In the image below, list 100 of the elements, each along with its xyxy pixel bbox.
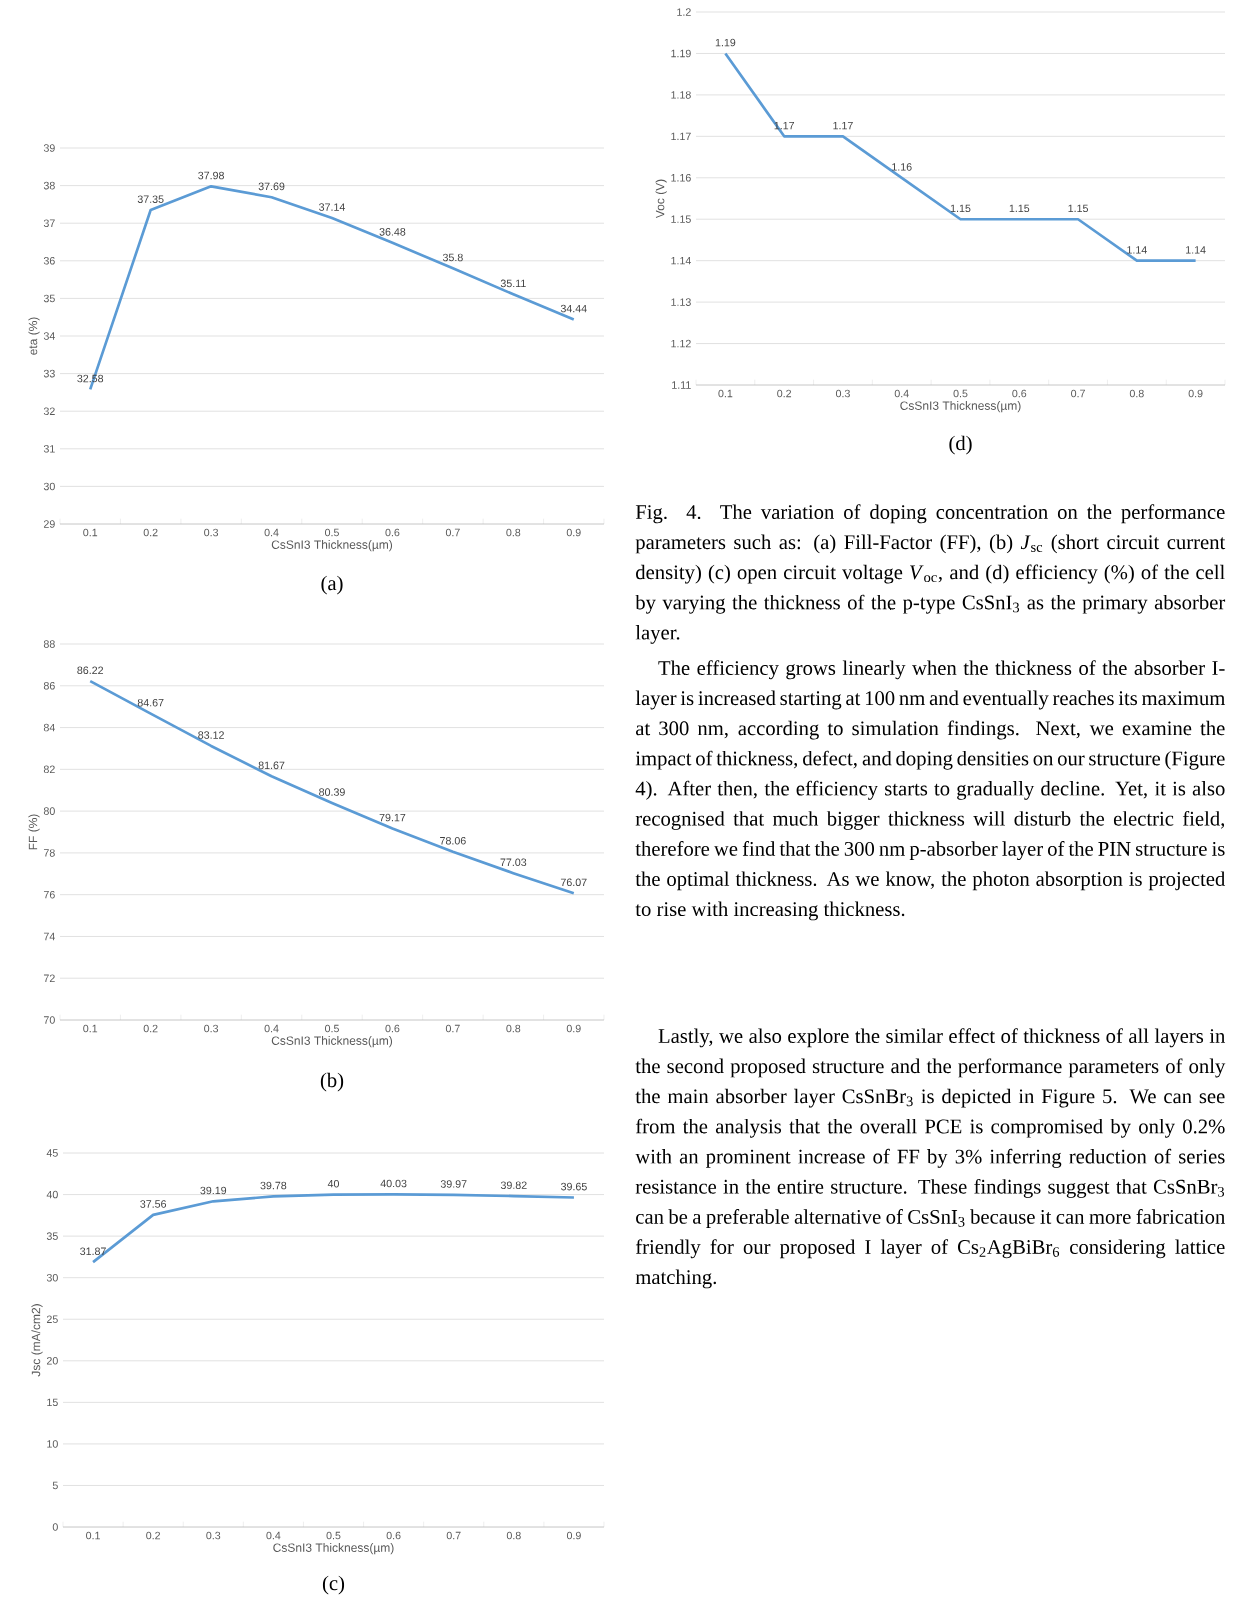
- y-tick-label: 1.19: [671, 49, 691, 58]
- data-label: 1.15: [950, 204, 971, 213]
- y-tick-label: 78: [43, 849, 55, 857]
- text: (d): [949, 435, 972, 455]
- x-tick-label: 0.7: [445, 528, 460, 537]
- y-tick-label: 45: [46, 1149, 58, 1157]
- y-tick-label: 29: [43, 520, 55, 528]
- data-label: 39.78: [260, 1181, 287, 1190]
- y-axis-title: Voc (V): [655, 179, 667, 219]
- y-tick-label: 10: [47, 1440, 58, 1448]
- text: Fig. 4. The variation of doping concentration on the performance parameters such as: (a) Fill-Factor (FF), (b) J$_{sc}$ (short circuit current density) (c) open circuit voltage V$_{oc}$, and (d) efficiency (%) of the cell by varying the thickness of the p-type CsSnI$_{3}$ as the primary absorber layer.: [635, 504, 1226, 644]
- x-tick-label: 0.5: [326, 1531, 341, 1540]
- data-label: 79.17: [379, 813, 406, 822]
- y-tick-label: 25: [46, 1315, 58, 1324]
- x-tick-label: 0.3: [835, 389, 850, 398]
- x-tick-label: 0.7: [446, 1531, 461, 1540]
- data-label: 40.03: [380, 1179, 407, 1188]
- y-tick-label: 15: [47, 1398, 58, 1407]
- data-label: 86.22: [77, 666, 104, 675]
- y-tick-label: 5: [52, 1481, 58, 1490]
- y-tick-label: 1.11: [672, 381, 691, 389]
- y-tick-label: 76: [43, 890, 55, 899]
- x-tick-label: 0.4: [894, 389, 909, 398]
- y-tick-label: 36: [43, 257, 55, 265]
- y-tick-label: 88: [43, 640, 55, 648]
- data-label: 84.67: [137, 698, 164, 707]
- x-tick-label: 0.1: [718, 389, 733, 398]
- y-tick-label: 32: [43, 407, 55, 415]
- data-label: 37.14: [319, 203, 346, 211]
- data-label: 80.39: [319, 788, 345, 796]
- y-tick-label: 35: [43, 294, 55, 303]
- y-tick-label: 1.12: [671, 339, 691, 348]
- y-tick-label: 70: [43, 1016, 55, 1024]
- x-axis-title: CsSnI3 Thickness(µm): [900, 401, 1021, 413]
- data-label: 39.97: [440, 1180, 467, 1188]
- x-tick-label: 0.4: [266, 1531, 281, 1540]
- x-tick-label: 0.1: [86, 1531, 100, 1540]
- data-label: 39.19: [200, 1186, 227, 1195]
- y-axis-title: eta (%): [28, 317, 40, 355]
- x-tick-label: 0.6: [385, 528, 400, 537]
- data-label: 77.03: [500, 858, 527, 867]
- x-tick-label: 0.2: [143, 528, 158, 537]
- x-tick-label: 0.5: [325, 1024, 339, 1033]
- data-label: 37.35: [137, 195, 164, 203]
- data-label: 36.48: [379, 228, 406, 236]
- x-tick-label: 0.9: [566, 528, 581, 537]
- x-tick-label: 0.2: [146, 1531, 161, 1540]
- data-label: 1.14: [1127, 246, 1147, 254]
- data-label: 81.67: [258, 761, 285, 770]
- text: (a): [321, 575, 343, 595]
- y-tick-label: 86: [43, 682, 55, 690]
- x-tick-label: 0.3: [204, 528, 219, 537]
- y-tick-label: 0: [52, 1523, 58, 1531]
- y-tick-label: 30: [46, 1273, 58, 1282]
- x-tick-label: 0.9: [1188, 389, 1203, 398]
- x-tick-label: 0.8: [1129, 389, 1144, 398]
- data-label: 37.98: [198, 171, 224, 180]
- data-label: 83.12: [198, 731, 224, 739]
- data-label: 1.17: [833, 121, 853, 130]
- y-tick-label: 30: [43, 482, 55, 491]
- y-tick-label: 31: [43, 445, 55, 453]
- y-tick-label: 1.13: [671, 298, 691, 306]
- x-tick-label: 0.5: [325, 528, 339, 537]
- x-tick-label: 0.3: [206, 1531, 221, 1540]
- x-tick-label: 0.7: [445, 1024, 460, 1033]
- y-tick-label: 34: [43, 332, 55, 340]
- x-axis-title: CsSnI3 Thickness(µm): [271, 1036, 393, 1048]
- data-label: 31.87: [80, 1247, 106, 1256]
- y-tick-label: 33: [43, 369, 55, 378]
- y-axis-title: FF (%): [28, 814, 40, 850]
- y-tick-label: 1.2: [677, 8, 691, 16]
- x-tick-label: 0.2: [143, 1024, 158, 1033]
- x-axis-title: CsSnI3 Thickness(µm): [273, 1543, 394, 1555]
- y-tick-label: 1.18: [671, 91, 691, 99]
- y-tick-label: 72: [43, 974, 55, 982]
- x-tick-label: 0.8: [506, 1024, 521, 1033]
- data-label: 40: [327, 1179, 340, 1188]
- data-label: 1.19: [715, 38, 736, 47]
- y-tick-label: 80: [43, 807, 55, 815]
- data-label: 35.8: [442, 253, 463, 262]
- x-tick-label: 0.9: [566, 1024, 581, 1033]
- data-label: 37.69: [258, 182, 285, 191]
- y-tick-label: 35: [46, 1232, 58, 1240]
- x-tick-label: 0.8: [506, 1531, 521, 1540]
- y-tick-label: 38: [43, 181, 55, 190]
- y-tick-label: 1.16: [671, 174, 691, 182]
- data-label: 39.65: [560, 1182, 587, 1191]
- data-label: 1.16: [892, 163, 912, 171]
- x-tick-label: 0.6: [385, 1024, 400, 1033]
- y-tick-label: 39: [43, 144, 55, 152]
- y-tick-label: 1.17: [671, 132, 691, 141]
- x-tick-label: 0.9: [566, 1531, 581, 1540]
- x-tick-label: 0.4: [264, 528, 279, 537]
- x-tick-label: 0.1: [83, 528, 98, 537]
- data-label: 1.14: [1186, 246, 1206, 254]
- data-label: 76.07: [560, 878, 587, 887]
- y-tick-label: 40: [46, 1190, 58, 1199]
- y-tick-label: 1.15: [671, 215, 691, 223]
- text: (c): [322, 1575, 345, 1595]
- text: (b): [320, 1072, 344, 1092]
